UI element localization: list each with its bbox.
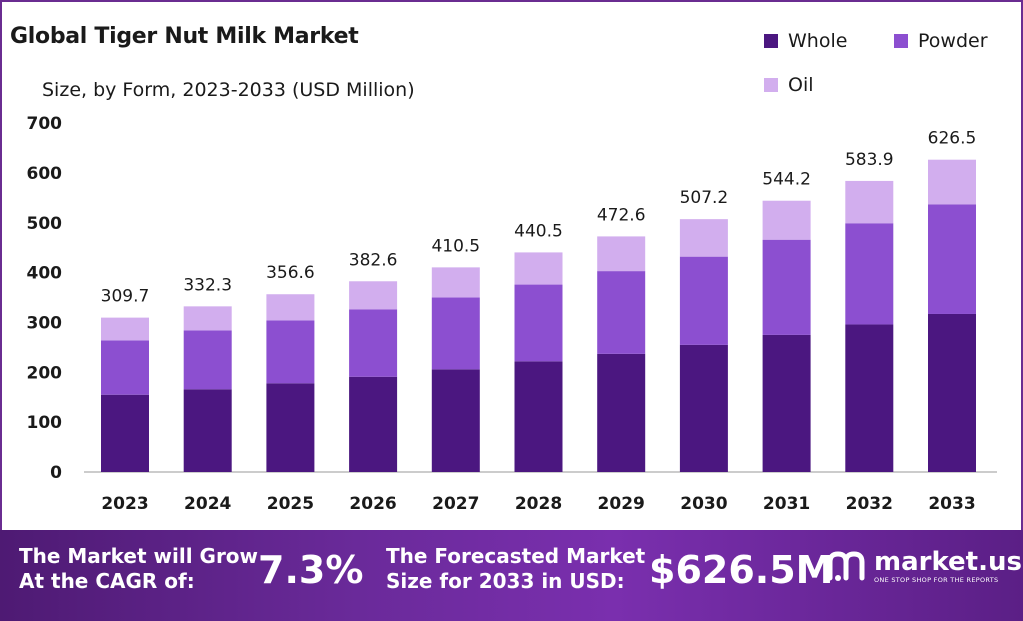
bar-segment-powder-2031 — [762, 239, 811, 335]
x-tick-label-2027: 2027 — [432, 494, 479, 514]
bar-segment-oil-2028 — [514, 252, 563, 285]
bar-segment-powder-2025 — [266, 320, 315, 384]
x-tick-label-2031: 2031 — [763, 494, 810, 514]
x-tick-label-2025: 2025 — [267, 494, 314, 514]
legend-item-whole: Whole — [764, 30, 847, 52]
bar-segment-whole-2023 — [101, 394, 149, 472]
bar-total-label-2025: 356.6 — [266, 263, 315, 283]
bar-segment-oil-2030 — [679, 219, 728, 257]
x-tick-label-2030: 2030 — [680, 494, 727, 514]
bar-segment-whole-2029 — [597, 353, 646, 472]
bar-segment-powder-2028 — [514, 284, 563, 362]
bar-segment-oil-2025 — [266, 294, 315, 321]
y-tick-label: 400 — [27, 264, 63, 284]
bar-segment-powder-2027 — [431, 297, 480, 370]
y-tick-label: 700 — [27, 114, 63, 134]
bar-total-label-2032: 583.9 — [845, 150, 894, 170]
y-tick-label: 500 — [27, 214, 63, 234]
bar-segment-powder-2029 — [597, 271, 646, 354]
market-us-logo-icon — [827, 551, 865, 581]
y-tick-label: 200 — [27, 363, 63, 383]
bar-segment-powder-2032 — [845, 223, 894, 325]
y-tick-label: 300 — [27, 313, 63, 333]
bar-segment-whole-2026 — [349, 376, 398, 472]
x-tick-label-2028: 2028 — [515, 494, 562, 514]
bar-segment-powder-2024 — [183, 330, 232, 390]
bar-segment-oil-2032 — [845, 180, 894, 224]
x-tick-label-2029: 2029 — [598, 494, 645, 514]
bar-segment-whole-2025 — [266, 383, 315, 472]
bar-total-label-2028: 440.5 — [514, 221, 563, 241]
bar-segment-whole-2028 — [514, 361, 563, 472]
legend-swatch-powder — [894, 34, 908, 48]
forecast-caption-line1: The Forecasted Market — [386, 544, 646, 568]
bar-segment-oil-2023 — [101, 317, 149, 341]
stacked-bar-chart: 0 100 200 300 400 500 600 700 309.7 2023 332.3 2024… — [27, 114, 997, 514]
x-tick-label-2032: 2032 — [846, 494, 893, 514]
y-tick-label: 600 — [27, 164, 63, 184]
bar-segment-powder-2030 — [679, 256, 728, 345]
cagr-value: 7.3% — [258, 548, 364, 592]
legend-label-powder: Powder — [918, 30, 988, 52]
brand-tagline: ONE STOP SHOP FOR THE REPORTS — [874, 576, 999, 584]
bar-segment-oil-2027 — [431, 267, 480, 298]
bar-segment-powder-2033 — [928, 204, 976, 314]
legend-swatch-oil — [764, 78, 778, 92]
bar-total-label-2023: 309.7 — [101, 287, 150, 307]
bar-total-label-2027: 410.5 — [431, 236, 480, 256]
y-tick-label: 0 — [50, 463, 62, 483]
x-tick-label-2033: 2033 — [928, 494, 975, 514]
bar-segment-oil-2024 — [183, 306, 232, 331]
legend-label-oil: Oil — [788, 74, 814, 96]
x-tick-label-2026: 2026 — [349, 494, 396, 514]
bar-total-label-2029: 472.6 — [597, 205, 646, 225]
legend-item-oil: Oil — [764, 74, 814, 96]
forecast-value: $626.5M — [649, 548, 834, 592]
bar-total-label-2031: 544.2 — [762, 170, 811, 190]
bar-total-label-2033: 626.5 — [928, 129, 977, 149]
cagr-caption-line1: The Market will Grow — [19, 544, 259, 568]
bar-segment-whole-2024 — [183, 389, 232, 472]
x-tick-label-2023: 2023 — [101, 494, 148, 514]
brand-name: market.us — [874, 547, 1022, 577]
brand-text: market.us ONE STOP SHOP FOR THE REPORTS — [874, 548, 1022, 584]
bar-segment-whole-2033 — [928, 313, 976, 472]
cagr-caption-line2: At the CAGR of: — [19, 569, 195, 593]
bar-segment-powder-2026 — [349, 309, 398, 377]
x-tick-label-2024: 2024 — [184, 494, 231, 514]
bar-segment-oil-2031 — [762, 200, 811, 240]
legend-item-powder: Powder — [894, 30, 988, 52]
bar-total-label-2026: 382.6 — [349, 250, 398, 270]
bar-total-label-2030: 507.2 — [680, 188, 729, 208]
bar-segment-oil-2029 — [597, 236, 646, 272]
bar-segment-whole-2030 — [679, 344, 728, 472]
forecast-caption: The Forecasted Market Size for 2033 in U… — [386, 544, 645, 594]
bar-segment-powder-2023 — [101, 340, 149, 395]
chart-title: Global Tiger Nut Milk Market — [10, 24, 359, 49]
legend-label-whole: Whole — [788, 30, 848, 52]
bar-total-label-2024: 332.3 — [183, 275, 232, 295]
bar-segment-oil-2033 — [928, 159, 976, 205]
y-tick-label: 100 — [27, 413, 63, 433]
bar-segment-whole-2032 — [845, 324, 894, 472]
chart-subtitle: Size, by Form, 2023-2033 (USD Million) — [42, 79, 415, 101]
cagr-caption: The Market will Grow At the CAGR of: — [19, 544, 258, 594]
footer-banner: The Market will Grow At the CAGR of: 7.3… — [0, 530, 1023, 621]
forecast-caption-line2: Size for 2033 in USD: — [386, 569, 625, 593]
brand-logo: market.us ONE STOP SHOP FOR THE REPORTS — [826, 548, 1022, 584]
bar-segment-whole-2031 — [762, 334, 811, 472]
bar-segment-whole-2027 — [431, 369, 480, 472]
bar-segment-oil-2026 — [349, 281, 398, 310]
legend-swatch-whole — [764, 34, 778, 48]
